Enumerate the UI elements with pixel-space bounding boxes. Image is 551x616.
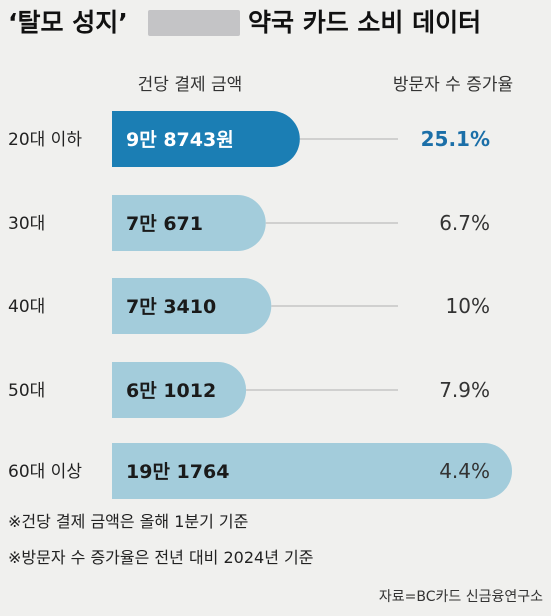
chart-rows: 20대 이하 9만 8743원 25.1% 30대 7만 671 6.7% 40대 7만 34… — [8, 111, 512, 499]
note-amount-basis: ※건당 결제 금액은 올해 1분기 기준 — [8, 512, 248, 531]
bar-value-label: 9만 8743원 — [126, 129, 234, 151]
rate-value-label: 7.9% — [439, 378, 490, 402]
bar-value-label: 19만 1764 — [126, 461, 229, 483]
rate-value-label: 25.1% — [421, 127, 490, 151]
rate-value-label: 4.4% — [439, 459, 490, 483]
chart-title-right: 약국 카드 소비 데이터 — [248, 8, 481, 37]
bar — [112, 278, 272, 334]
category-label: 30대 — [8, 214, 45, 234]
category-label: 60대 이상 — [8, 462, 82, 482]
category-label: 50대 — [8, 381, 45, 401]
bar-value-label: 6만 1012 — [126, 380, 216, 402]
category-label: 40대 — [8, 297, 45, 317]
bar — [112, 443, 512, 499]
bar-value-label: 7만 3410 — [126, 296, 216, 318]
source-credit: 자료=BC카드 신금융연구소 — [379, 589, 543, 605]
bar — [112, 362, 247, 418]
bar — [112, 111, 300, 167]
chart-title-left: ‘탈모 성지’ — [8, 8, 128, 37]
rate-value-label: 10% — [446, 294, 490, 318]
category-label: 20대 이하 — [8, 130, 82, 150]
bar-value-label: 7만 671 — [126, 213, 203, 235]
bar — [112, 195, 266, 251]
rate-value-label: 6.7% — [439, 211, 490, 235]
column-header-amount: 건당 결제 금액 — [138, 75, 243, 95]
blurred-brand-name — [148, 10, 240, 36]
column-header-rate: 방문자 수 증가율 — [393, 75, 513, 95]
note-rate-basis: ※방문자 수 증가율은 전년 대비 2024년 기준 — [8, 548, 313, 567]
